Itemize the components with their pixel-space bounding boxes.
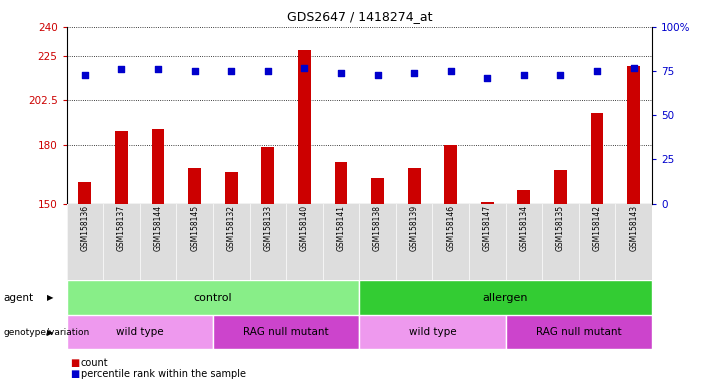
Point [372,71,383,78]
Title: GDS2647 / 1418274_at: GDS2647 / 1418274_at [287,10,432,23]
Text: ▶: ▶ [47,293,54,302]
Text: GSM158141: GSM158141 [336,205,346,251]
Point [226,68,237,74]
Bar [67,280,359,315]
Bar [261,147,274,204]
Bar [554,170,567,204]
Bar [298,50,311,204]
Text: GSM158132: GSM158132 [226,205,236,251]
Point [116,66,127,72]
Text: GSM158135: GSM158135 [556,205,565,251]
Point [79,71,90,78]
Point [262,68,273,74]
Bar [151,129,165,204]
Bar [115,131,128,204]
Point [152,66,163,72]
Text: GSM158147: GSM158147 [483,205,492,251]
Text: wild type: wild type [116,327,163,337]
Bar [444,145,457,204]
Text: GSM158139: GSM158139 [409,205,418,251]
Text: GSM158145: GSM158145 [190,205,199,251]
Point [189,68,200,74]
Point [482,75,493,81]
Text: ■: ■ [70,358,79,368]
Text: GSM158143: GSM158143 [629,205,638,251]
Text: GSM158136: GSM158136 [81,205,90,251]
Bar [334,162,348,204]
Text: GSM158146: GSM158146 [447,205,455,251]
Text: RAG null mutant: RAG null mutant [536,327,622,337]
Text: GSM158134: GSM158134 [519,205,529,251]
Bar [189,168,201,204]
Bar [591,113,604,204]
Bar [517,190,530,204]
Bar [371,178,384,204]
Bar [627,66,640,204]
Text: RAG null mutant: RAG null mutant [243,327,329,337]
Text: GSM158142: GSM158142 [592,205,601,251]
Text: genotype/variation: genotype/variation [4,328,90,337]
Point [335,70,346,76]
Point [555,71,566,78]
Text: ■: ■ [70,369,79,379]
Point [592,68,603,74]
Text: ▶: ▶ [47,328,54,337]
Text: GSM158140: GSM158140 [300,205,309,251]
Bar [213,315,359,349]
Text: count: count [81,358,108,368]
Bar [67,315,213,349]
Text: allergen: allergen [483,293,529,303]
Bar [359,315,505,349]
Text: GSM158144: GSM158144 [154,205,163,251]
Text: GSM158133: GSM158133 [264,205,272,251]
Bar [79,182,91,204]
Bar [225,172,238,204]
Text: agent: agent [4,293,34,303]
Bar [359,280,652,315]
Text: percentile rank within the sample: percentile rank within the sample [81,369,245,379]
Text: control: control [193,293,232,303]
Bar [408,168,421,204]
Text: GSM158138: GSM158138 [373,205,382,251]
Point [409,70,420,76]
Point [445,68,456,74]
Point [628,65,639,71]
Point [299,65,310,71]
Point [518,71,529,78]
Bar [505,315,652,349]
Text: wild type: wild type [409,327,456,337]
Text: GSM158137: GSM158137 [117,205,126,251]
Bar [481,202,494,204]
